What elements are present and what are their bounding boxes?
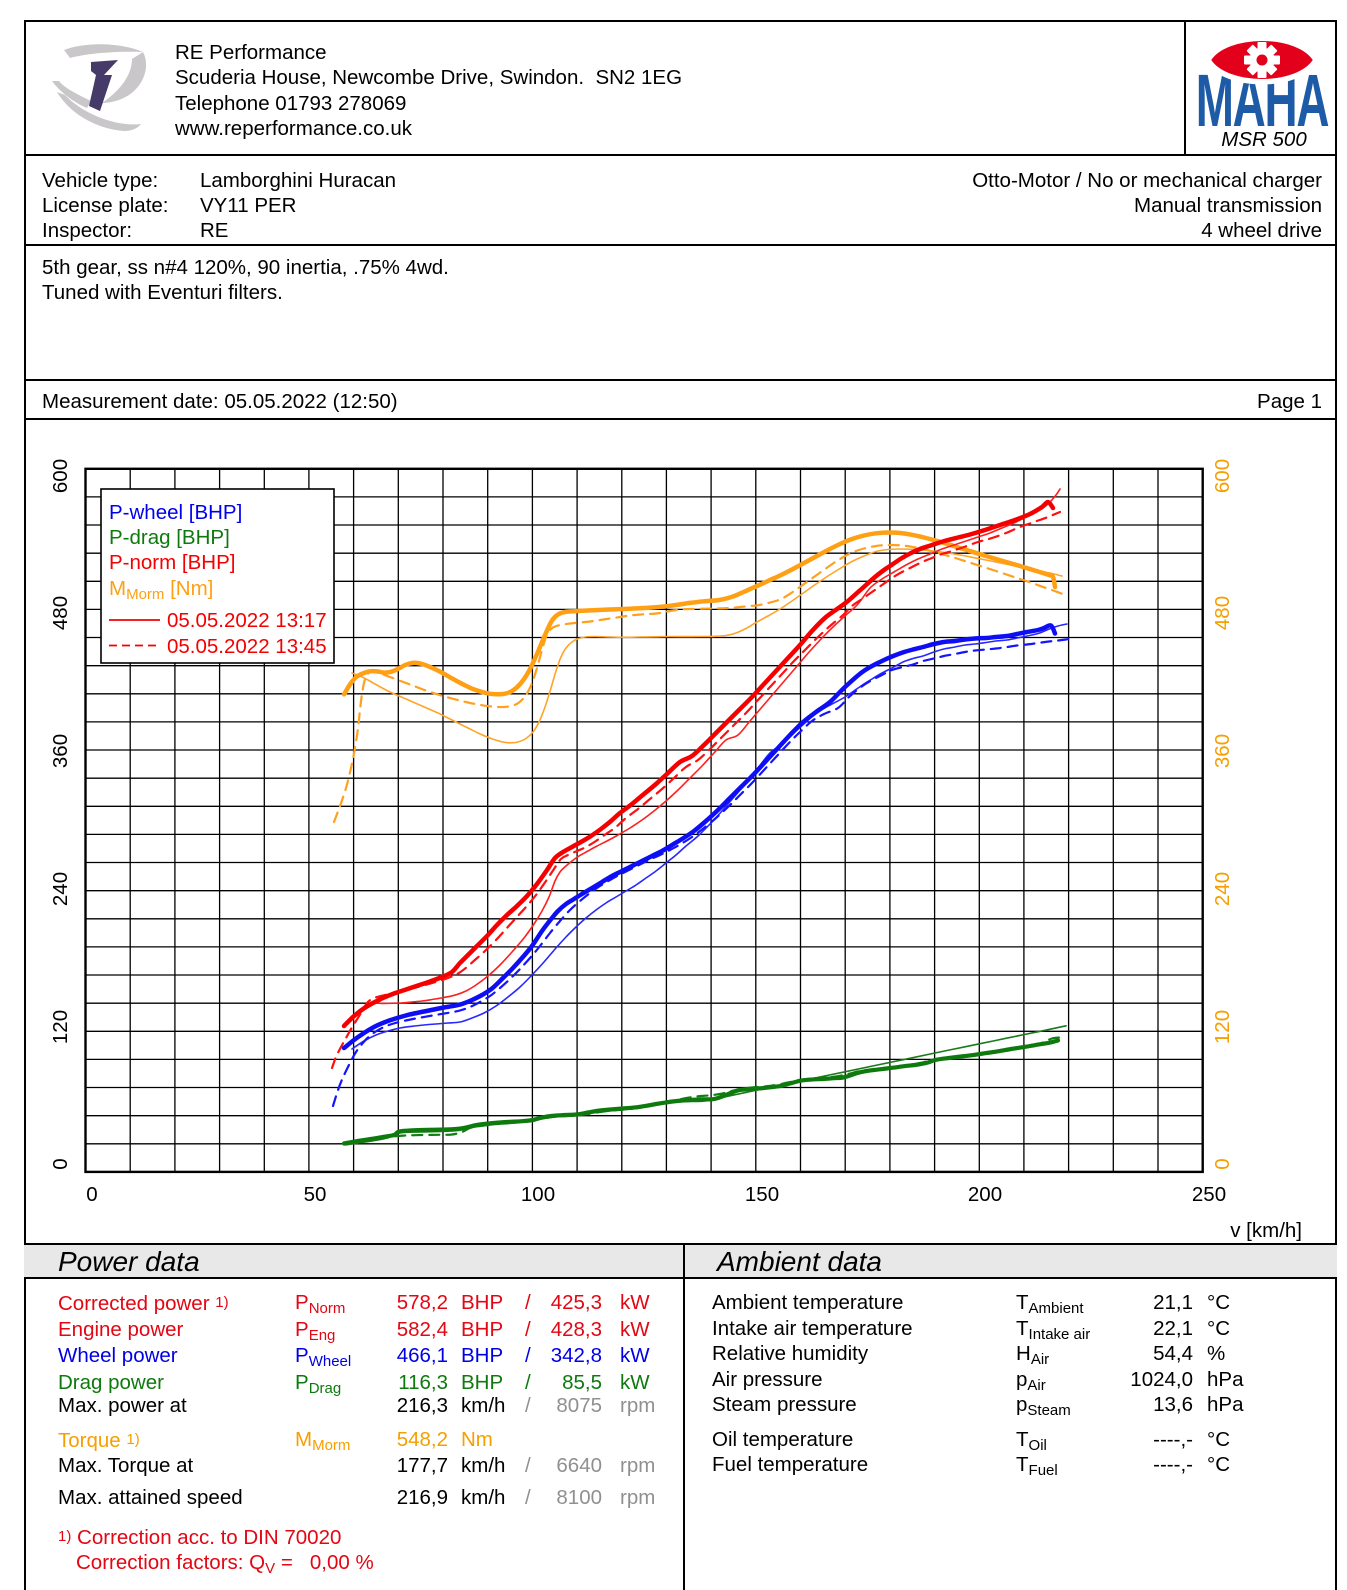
svg-text:240: 240 <box>49 872 72 906</box>
svg-text:360: 360 <box>1211 734 1234 768</box>
svg-text:480: 480 <box>49 596 72 630</box>
svg-text:0: 0 <box>49 1158 72 1169</box>
svg-text:50: 50 <box>304 1183 327 1206</box>
svg-text:0: 0 <box>86 1183 97 1206</box>
svg-text:120: 120 <box>49 1010 72 1044</box>
svg-text:05.05.2022 13:45: 05.05.2022 13:45 <box>167 635 327 658</box>
svg-text:600: 600 <box>49 459 72 493</box>
svg-text:100: 100 <box>521 1183 555 1206</box>
svg-text:120: 120 <box>1211 1010 1234 1044</box>
svg-text:240: 240 <box>1211 872 1234 906</box>
svg-text:MSR 500: MSR 500 <box>1221 128 1307 151</box>
svg-text:600: 600 <box>1211 459 1234 493</box>
svg-text:250: 250 <box>1192 1183 1226 1206</box>
svg-text:480: 480 <box>1211 596 1234 630</box>
svg-text:P-norm [BHP]: P-norm [BHP] <box>109 551 235 574</box>
svg-text:P-wheel [BHP]: P-wheel [BHP] <box>109 501 242 524</box>
svg-text:P-drag [BHP]: P-drag [BHP] <box>109 526 230 549</box>
svg-text:05.05.2022 13:17: 05.05.2022 13:17 <box>167 609 327 632</box>
svg-text:0: 0 <box>1211 1158 1234 1169</box>
svg-text:200: 200 <box>968 1183 1002 1206</box>
svg-text:360: 360 <box>49 734 72 768</box>
svg-text:v [km/h]: v [km/h] <box>1230 1219 1302 1242</box>
svg-text:150: 150 <box>745 1183 779 1206</box>
